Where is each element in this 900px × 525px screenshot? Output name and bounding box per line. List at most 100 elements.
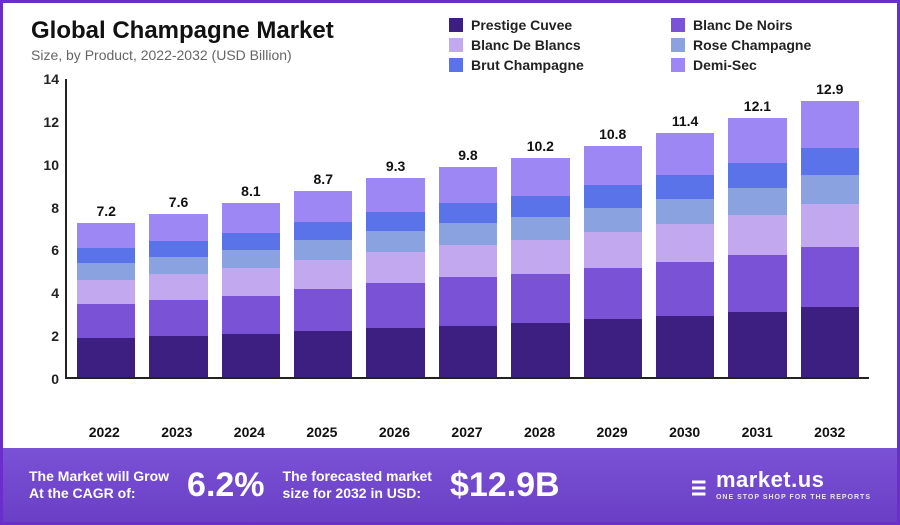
bar-segment (222, 250, 280, 268)
bar-total-label: 8.1 (241, 183, 260, 199)
bar-stack (801, 101, 859, 377)
bar-segment (294, 289, 352, 331)
y-tick: 8 (51, 200, 59, 216)
bar-segment (728, 215, 786, 255)
chart-frame: Global Champagne Market Size, by Product… (0, 0, 900, 525)
chart-wrap: 02468101214 7.27.68.18.79.39.810.210.811… (31, 79, 869, 418)
x-tick: 2027 (438, 424, 497, 440)
bar-segment (149, 336, 207, 377)
bar-segment (149, 274, 207, 300)
bar-total-label: 7.6 (169, 194, 188, 210)
bar-segment (77, 280, 135, 305)
bar-segment (511, 217, 569, 240)
bar-stack (656, 133, 714, 377)
y-tick: 14 (43, 71, 59, 87)
x-tick: 2032 (800, 424, 859, 440)
bar-segment (439, 203, 497, 223)
chart-subtitle: Size, by Product, 2022-2032 (USD Billion… (31, 47, 449, 63)
bar-segment (77, 263, 135, 279)
legend-item: Demi-Sec (671, 57, 869, 73)
bar-segment (366, 252, 424, 283)
bar-segment (656, 175, 714, 199)
title-block: Global Champagne Market Size, by Product… (31, 17, 449, 73)
bar-column: 10.2 (511, 138, 569, 377)
header-row: Global Champagne Market Size, by Product… (31, 17, 869, 73)
y-tick: 0 (51, 371, 59, 387)
legend-item: Brut Champagne (449, 57, 647, 73)
legend-swatch (671, 38, 685, 52)
bars-container: 7.27.68.18.79.39.810.210.811.412.112.9 (67, 79, 869, 377)
bar-segment (801, 307, 859, 377)
bar-stack (511, 158, 569, 377)
bar-segment (728, 163, 786, 189)
bar-stack (366, 178, 424, 377)
bar-segment (584, 319, 642, 377)
bar-segment (294, 260, 352, 289)
bar-segment (77, 223, 135, 249)
legend-swatch (671, 58, 685, 72)
x-tick: 2025 (293, 424, 352, 440)
bar-segment (439, 277, 497, 325)
chart-title: Global Champagne Market (31, 17, 449, 45)
bar-total-label: 8.7 (314, 171, 333, 187)
bar-column: 10.8 (584, 126, 642, 377)
forecast-value: $12.9B (450, 466, 560, 505)
bar-total-label: 10.8 (599, 126, 626, 142)
bar-column: 12.1 (728, 98, 786, 377)
bar-segment (656, 133, 714, 175)
bar-segment (149, 300, 207, 336)
y-tick: 10 (43, 157, 59, 173)
legend-label: Rose Champagne (693, 37, 811, 53)
cagr-value: 6.2% (187, 466, 265, 505)
x-tick: 2022 (75, 424, 134, 440)
y-tick: 2 (51, 328, 59, 344)
bar-segment (222, 296, 280, 335)
bar-column: 7.6 (149, 194, 207, 377)
x-tick: 2031 (728, 424, 787, 440)
bar-total-label: 9.8 (458, 147, 477, 163)
bar-segment (511, 323, 569, 377)
bar-stack (149, 214, 207, 377)
bar-segment (656, 199, 714, 224)
bar-segment (222, 268, 280, 295)
bar-segment (656, 316, 714, 377)
bar-segment (801, 204, 859, 247)
bar-column: 8.1 (222, 183, 280, 377)
bar-segment (801, 101, 859, 149)
bar-segment (801, 175, 859, 204)
bar-segment (77, 338, 135, 377)
bar-segment (801, 148, 859, 175)
legend-swatch (449, 38, 463, 52)
bar-segment (728, 188, 786, 215)
bar-total-label: 12.1 (744, 98, 771, 114)
bar-column: 8.7 (294, 171, 352, 377)
brand-tagline: ONE STOP SHOP FOR THE REPORTS (716, 494, 871, 501)
bar-column: 7.2 (77, 203, 135, 377)
bar-stack (439, 167, 497, 377)
legend-item: Blanc De Blancs (449, 37, 647, 53)
x-tick: 2023 (148, 424, 207, 440)
bar-segment (511, 158, 569, 195)
bar-total-label: 10.2 (527, 138, 554, 154)
bar-segment (366, 328, 424, 377)
legend-item: Rose Champagne (671, 37, 869, 53)
footer-banner: The Market will Grow At the CAGR of: 6.2… (3, 448, 897, 522)
chart-area: Global Champagne Market Size, by Product… (3, 3, 897, 448)
bar-segment (366, 178, 424, 212)
bar-segment (511, 240, 569, 274)
legend-swatch (449, 18, 463, 32)
bar-segment (728, 255, 786, 312)
bar-segment (584, 146, 642, 186)
x-axis: 2022202320242025202620272028202920302031… (31, 418, 869, 440)
bar-segment (222, 334, 280, 377)
bar-stack (584, 146, 642, 377)
bar-segment (149, 241, 207, 257)
bar-segment (149, 214, 207, 241)
cagr-lead: The Market will Grow At the CAGR of: (29, 468, 169, 503)
bar-segment (439, 167, 497, 203)
legend-item: Prestige Cuvee (449, 17, 647, 33)
bar-segment (656, 262, 714, 316)
y-axis: 02468101214 (31, 79, 65, 379)
bar-total-label: 12.9 (816, 81, 843, 97)
plot-area: 7.27.68.18.79.39.810.210.811.412.112.9 (65, 79, 869, 379)
